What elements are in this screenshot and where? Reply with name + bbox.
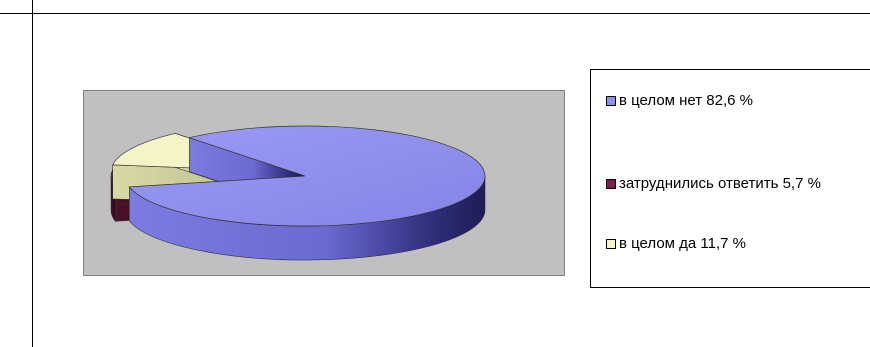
legend-item-zatrudnilis: затруднились ответить 5,7 % — [606, 175, 870, 193]
legend-swatch-maroon — [606, 179, 616, 189]
legend-item-v-celom-net: в целом нет 82,6 % — [606, 92, 870, 110]
legend-swatch-blue — [606, 96, 616, 106]
legend-item-v-celom-da: в целом да 11,7 % — [606, 235, 870, 253]
frame-top-line — [0, 13, 870, 14]
pie-slice-v-celom-net — [128, 125, 486, 227]
legend-swatch-cream — [606, 239, 616, 249]
frame-left-line — [32, 0, 33, 347]
legend: в целом нет 82,6 % затруднились ответить… — [590, 69, 870, 288]
legend-label: затруднились ответить 5,7 % — [619, 175, 821, 192]
legend-label: в целом да 11,7 % — [619, 235, 746, 252]
legend-label: в целом нет 82,6 % — [619, 92, 754, 109]
pie-chart — [110, 125, 486, 261]
plot-area — [83, 90, 565, 276]
